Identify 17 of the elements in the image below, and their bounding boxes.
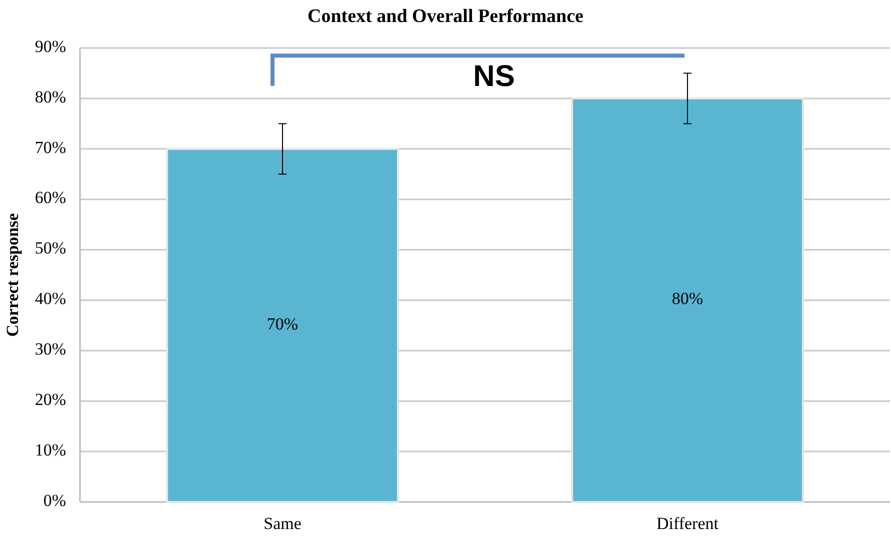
y-tick-label: 90% <box>34 36 66 56</box>
y-tick-label: 30% <box>34 340 66 359</box>
data-label: 70% <box>266 314 298 334</box>
annotation: NS <box>473 60 515 94</box>
y-axis-title: Correct response <box>2 212 22 337</box>
y-tick-label: 60% <box>34 188 66 208</box>
y-tick-label: 80% <box>34 87 66 106</box>
y-tick-label: 70% <box>34 138 66 157</box>
x-tick-label: Same <box>264 514 302 533</box>
chart-title: Context and Overall Performance <box>308 6 584 27</box>
y-tick-label: 20% <box>34 390 66 410</box>
y-tick-label: 40% <box>34 289 66 308</box>
y-tick-label: 10% <box>34 440 66 460</box>
y-tick-label: 0% <box>43 490 66 510</box>
y-tick-label: 50% <box>34 238 66 258</box>
data-label: 80% <box>672 289 704 308</box>
x-tick-label: Different <box>656 514 719 533</box>
